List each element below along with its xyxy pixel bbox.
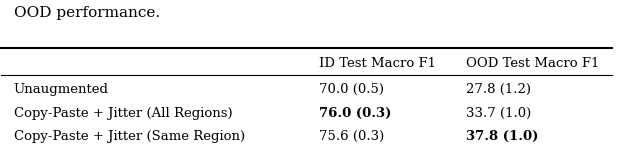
Text: OOD Test Macro F1: OOD Test Macro F1 [466, 57, 599, 70]
Text: Unaugmented: Unaugmented [14, 83, 108, 96]
Text: 75.6 (0.3): 75.6 (0.3) [319, 130, 384, 143]
Text: ID Test Macro F1: ID Test Macro F1 [319, 57, 436, 70]
Text: OOD performance.: OOD performance. [14, 6, 160, 20]
Text: Copy-Paste + Jitter (All Regions): Copy-Paste + Jitter (All Regions) [14, 107, 232, 120]
Text: 76.0 (0.3): 76.0 (0.3) [319, 107, 391, 120]
Text: 37.8 (1.0): 37.8 (1.0) [466, 130, 538, 143]
Text: 70.0 (0.5): 70.0 (0.5) [319, 83, 384, 96]
Text: 27.8 (1.2): 27.8 (1.2) [466, 83, 530, 96]
Text: Copy-Paste + Jitter (Same Region): Copy-Paste + Jitter (Same Region) [14, 130, 244, 143]
Text: 33.7 (1.0): 33.7 (1.0) [466, 107, 531, 120]
